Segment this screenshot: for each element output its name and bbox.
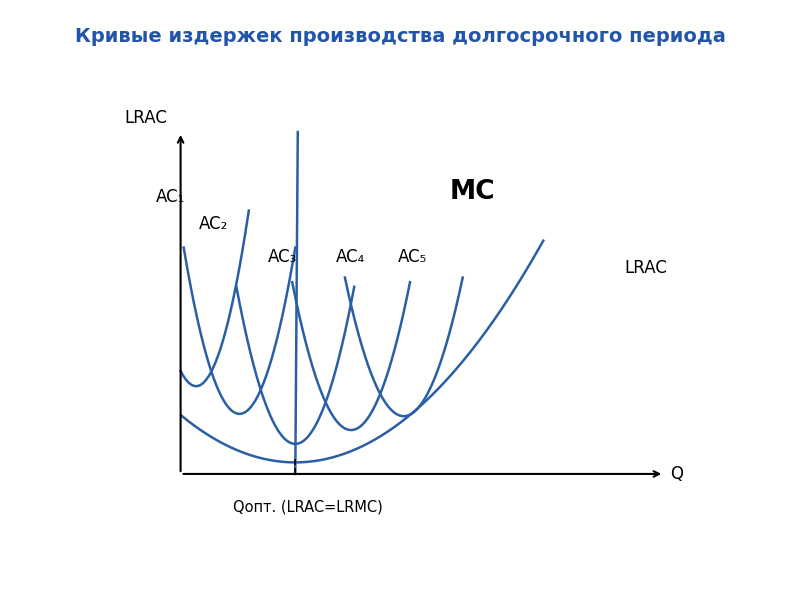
Text: MC: MC [450, 179, 494, 205]
Text: Кривые издержек производства долгосрочного периода: Кривые издержек производства долгосрочно… [74, 27, 726, 46]
Text: AC₂: AC₂ [199, 215, 229, 233]
Text: Qопт. (LRAC=LRMC): Qопт. (LRAC=LRMC) [233, 499, 382, 514]
Text: AC₄: AC₄ [336, 248, 365, 266]
Text: Q: Q [670, 465, 683, 483]
Text: AC₁: AC₁ [156, 188, 185, 206]
Text: LRAC: LRAC [624, 259, 666, 277]
Text: AC₅: AC₅ [398, 248, 427, 266]
Text: LRAC: LRAC [125, 109, 168, 127]
Text: AC₃: AC₃ [267, 248, 297, 266]
